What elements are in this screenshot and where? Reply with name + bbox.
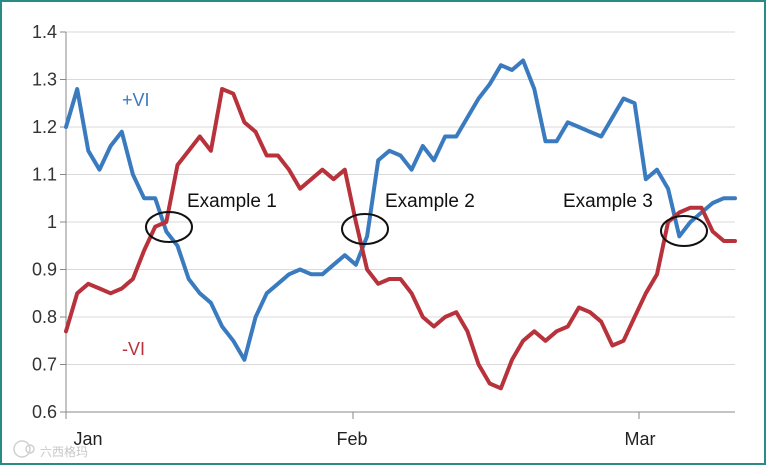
crossover-marker-2 (341, 213, 389, 245)
y-tick-labels: 0.6 0.7 0.8 0.9 1 1.1 1.2 1.3 1.4 (32, 22, 57, 422)
series-line-plus-vi (64, 58, 737, 362)
crossover-marker-1 (145, 211, 193, 243)
annotation-example-1: Example 1 (187, 191, 277, 212)
crossover-markers (145, 211, 708, 247)
series-label-plus-vi: +VI (122, 90, 150, 110)
y-tick-label: 0.8 (32, 307, 57, 327)
x-tick-labels: Jan Feb Mar (65, 412, 656, 449)
x-tick-label: Mar (625, 429, 656, 449)
x-tick-label: Feb (336, 429, 367, 449)
y-tick-label: 1.4 (32, 22, 57, 42)
series-label-minus-vi: -VI (122, 339, 145, 359)
annotation-example-3: Example 3 (563, 191, 653, 212)
series-line-minus-vi (64, 87, 737, 391)
axes (65, 32, 735, 413)
y-tick-label: 0.6 (32, 402, 57, 422)
crossover-marker-3 (660, 215, 708, 247)
annotation-example-2: Example 2 (385, 191, 475, 212)
y-tick-label: 0.9 (32, 260, 57, 280)
series-lines (64, 58, 737, 391)
y-tick-label: 1.3 (32, 70, 57, 90)
y-tick-label: 0.7 (32, 355, 57, 375)
y-tick-label: 1 (47, 212, 57, 232)
watermark-text: 六西格玛 (40, 444, 88, 459)
y-tick-label: 1.2 (32, 117, 57, 137)
watermark-logo-icon (13, 440, 35, 458)
x-tick-label: Jan (73, 429, 102, 449)
y-tick-label: 1.1 (32, 165, 57, 185)
